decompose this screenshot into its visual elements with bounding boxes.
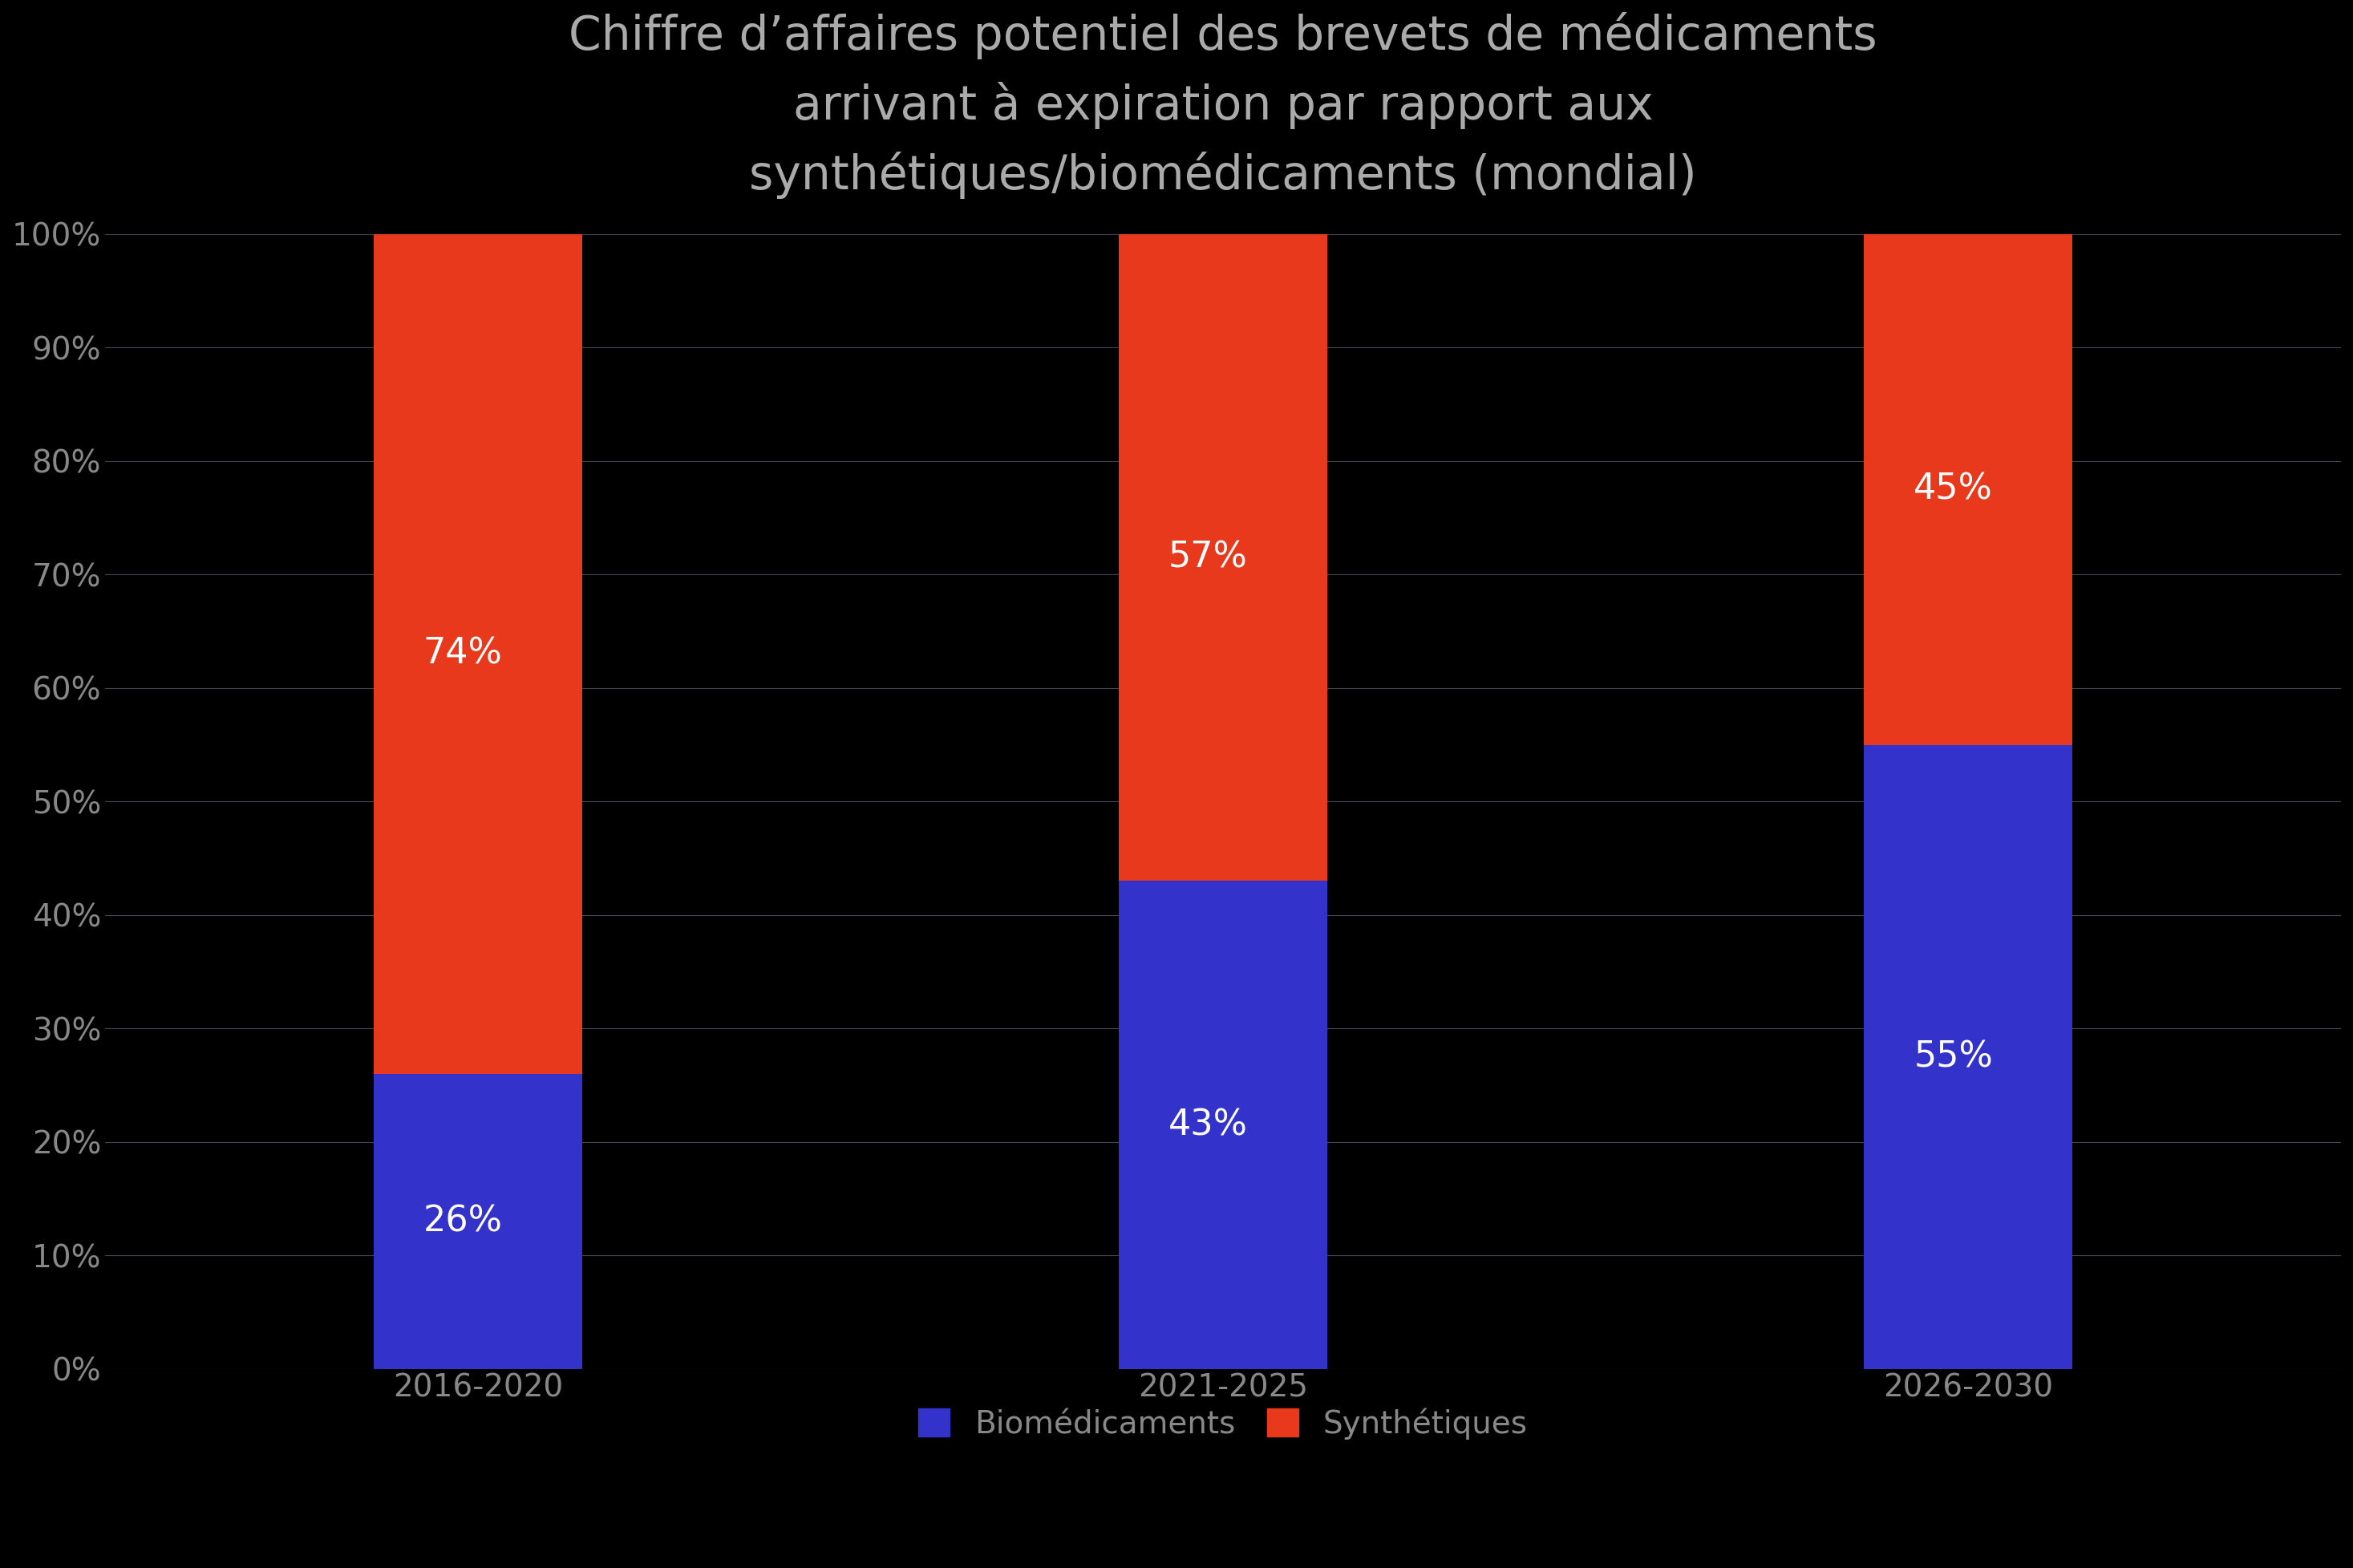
Text: 55%: 55% xyxy=(1913,1040,1993,1074)
Bar xyxy=(1118,234,1327,881)
Title: Chiffre d’affaires potentiel des brevets de médicaments
arrivant à expiration pa: Chiffre d’affaires potentiel des brevets… xyxy=(569,13,1878,199)
Bar xyxy=(1118,881,1327,1369)
Text: 74%: 74% xyxy=(424,637,504,671)
Text: 43%: 43% xyxy=(1169,1107,1247,1142)
Bar xyxy=(374,234,581,1074)
Legend: Biomédicaments, Synthétiques: Biomédicaments, Synthétiques xyxy=(904,1392,1544,1455)
Text: 57%: 57% xyxy=(1169,541,1247,575)
Bar xyxy=(1864,234,2073,745)
Bar xyxy=(374,1074,581,1369)
Text: 45%: 45% xyxy=(1913,472,1993,506)
Text: 26%: 26% xyxy=(424,1204,504,1239)
Bar xyxy=(1864,745,2073,1369)
